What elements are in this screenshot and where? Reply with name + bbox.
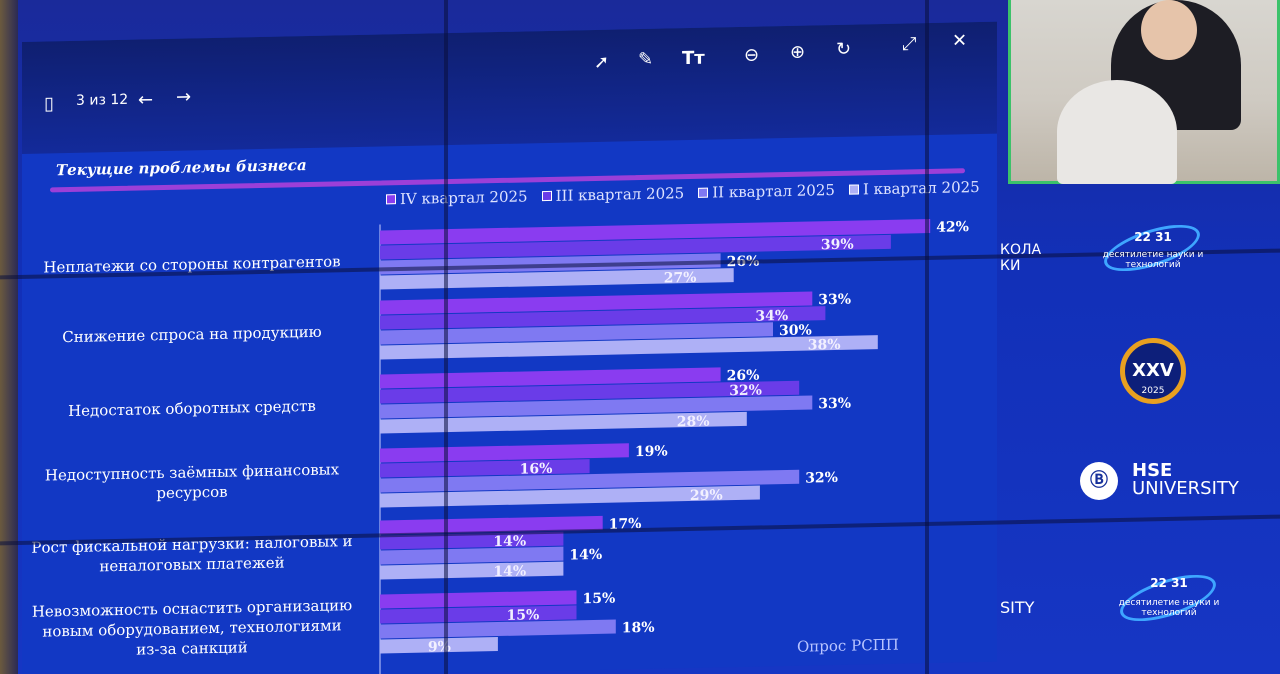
data-label: 32% <box>805 470 838 487</box>
partial-text: SITY <box>1000 598 1035 617</box>
document-viewer: ▯ 3 из 12 ← → ➚ ✎ Tт ⊖ ⊕ ↻ ⤢ ✕ Текущие п… <box>22 21 997 674</box>
data-label: 15% <box>507 607 540 624</box>
audience-figure <box>1057 80 1177 184</box>
bar-chart: 42%39%26%27%33%34%30%38%26%32%33%28%19%1… <box>379 218 969 674</box>
anniversary-badge: XXV <box>1120 338 1186 404</box>
category-label: Недоступность заёмных финансовых ресурсов <box>27 459 357 506</box>
bar <box>380 411 747 434</box>
decade-logo-top: 22 31 <box>1150 576 1188 590</box>
data-label: 33% <box>818 292 851 309</box>
bar <box>380 459 590 478</box>
bar <box>380 561 564 580</box>
bar <box>380 291 813 315</box>
bar <box>380 443 629 463</box>
bar <box>380 234 891 260</box>
data-label: 38% <box>808 337 841 354</box>
source-note: Опрос РСПП <box>797 635 899 656</box>
data-label: 27% <box>664 270 697 287</box>
bar <box>380 469 800 493</box>
bar <box>380 335 878 360</box>
bar <box>380 485 760 508</box>
data-label: 26% <box>727 368 760 385</box>
data-label: 19% <box>635 443 668 460</box>
camera-inset <box>1008 0 1280 184</box>
data-label: 14% <box>493 563 526 580</box>
data-label: 14% <box>569 547 602 564</box>
school-text: КОЛА <box>1000 242 1042 258</box>
category-label: Невозможность оснастить организацию новым… <box>27 595 357 662</box>
decade-logo-text: десятилетие науки и технологий <box>1118 598 1220 618</box>
bar <box>380 637 498 654</box>
bar <box>380 322 773 345</box>
bar <box>380 546 564 565</box>
bar <box>380 605 577 624</box>
data-label: 15% <box>583 591 616 608</box>
wall-frame <box>0 0 18 674</box>
bar <box>380 268 734 290</box>
data-label: 18% <box>622 620 655 637</box>
decade-logo-text: десятилетие науки и технологий <box>1102 250 1204 270</box>
bar <box>380 619 616 639</box>
data-label: 34% <box>755 308 788 325</box>
decade-logo-top: 22 31 <box>1134 230 1172 244</box>
wall-seam <box>444 0 448 674</box>
decade-logo-ring <box>1098 215 1206 281</box>
badge-year: 2025 <box>1141 386 1165 396</box>
hse-line1: HSE <box>1132 460 1173 481</box>
wall-seam <box>925 0 929 674</box>
data-label: 39% <box>821 237 854 254</box>
badge-text: XXV <box>1132 360 1174 381</box>
data-label: 30% <box>779 322 812 339</box>
hse-text: HSE UNIVERSITY <box>1132 462 1239 498</box>
speaker-head <box>1141 0 1197 60</box>
school-text: КИ <box>1000 258 1021 274</box>
bar <box>380 306 826 330</box>
bar <box>380 218 931 245</box>
bar <box>380 380 800 404</box>
data-label: 16% <box>520 461 553 478</box>
data-label: 28% <box>677 414 710 431</box>
hse-logo-icon: Ⓑ <box>1080 462 1118 500</box>
bar <box>380 590 577 609</box>
data-label: 33% <box>818 396 851 413</box>
bar <box>380 395 813 419</box>
data-label: 42% <box>936 219 969 236</box>
data-label: 29% <box>690 487 723 504</box>
bar <box>380 367 721 389</box>
event-branding-panel: КОЛА КИ 22 31 десятилетие науки и технол… <box>1000 190 1280 674</box>
data-label: 14% <box>493 533 526 550</box>
hse-line2: UNIVERSITY <box>1132 478 1239 499</box>
data-label: 32% <box>729 383 762 400</box>
